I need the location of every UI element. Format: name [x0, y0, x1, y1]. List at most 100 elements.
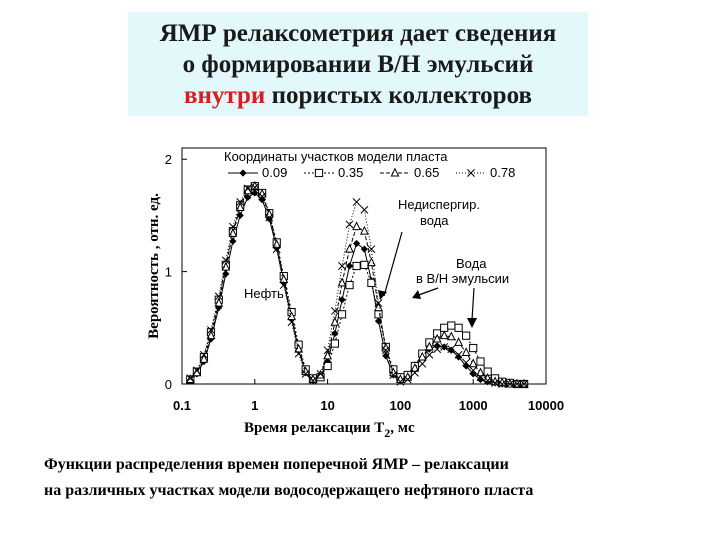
data-point [476, 357, 485, 366]
data-point [396, 377, 405, 386]
x-axis-label: Время релаксации T2, мс [244, 420, 415, 440]
caption: Функции распределения времен поперечной … [44, 452, 704, 504]
data-point [520, 380, 529, 388]
data-point [498, 380, 507, 388]
data-point [294, 349, 303, 358]
legend-entries: 0.09 0.35 0.65 0.78 [228, 165, 515, 180]
x-marker-stroke [352, 197, 361, 206]
data-point [279, 274, 289, 283]
data-point [206, 330, 216, 340]
data-point [330, 306, 339, 315]
x-marker-stroke [403, 375, 412, 384]
title-line-1: ЯМР релаксометрия дает сведения [159, 20, 557, 47]
data-point [382, 352, 390, 360]
data-point [345, 262, 354, 270]
data-point [345, 243, 354, 253]
annotation-emulsion-water-arrowhead-left [412, 290, 421, 299]
x-marker-stroke [228, 222, 237, 231]
data-point [476, 373, 485, 382]
x-marker-stroke [338, 262, 347, 270]
data-point [403, 375, 412, 384]
data-point [462, 358, 471, 367]
title-box: ЯМР релаксометрия дает сведения о формир… [128, 12, 588, 116]
annotation-emulsion-water-arrowhead-right [467, 318, 477, 328]
data-point [345, 220, 354, 229]
x-marker-stroke [258, 192, 267, 201]
data-point [236, 197, 245, 206]
data-point [367, 278, 376, 287]
data-point [316, 369, 325, 378]
data-point [287, 318, 296, 327]
y-tick-label: 2 [165, 152, 172, 167]
x-marker-stroke [367, 245, 376, 254]
x-tick-label: 10000 [528, 398, 564, 413]
annotation-oil: Нефть [244, 286, 284, 301]
data-point [360, 260, 369, 269]
annotation-emulsion-water-arrow-left [415, 287, 439, 297]
data-point [403, 371, 413, 381]
legend-title: Координаты участков модели пласта [224, 149, 448, 164]
x-axis-label-sub: 2 [384, 426, 390, 440]
x-marker-stroke [396, 377, 405, 386]
x-marker-stroke [520, 380, 529, 388]
data-point [192, 366, 201, 375]
annotation-free-water-1: Недиспергир. [398, 197, 480, 212]
x-marker-stroke [345, 220, 354, 229]
x-marker-stroke [221, 256, 230, 265]
title-line-3-rest: пористых коллекторов [265, 82, 532, 109]
data-point [323, 346, 332, 355]
x-tick-label: 0.1 [173, 398, 191, 413]
data-point [433, 342, 441, 350]
x-marker-stroke [469, 366, 478, 375]
data-point [462, 331, 471, 340]
data-point [243, 184, 252, 193]
data-point [250, 183, 259, 192]
x-marker-stroke [447, 345, 456, 354]
data-point [440, 323, 449, 332]
x-marker-stroke [389, 371, 398, 379]
data-point [279, 281, 288, 290]
data-point [454, 350, 463, 359]
x-marker-stroke [513, 380, 521, 388]
data-point [506, 380, 514, 388]
data-point [309, 376, 317, 385]
title-accent-word: внутри [184, 82, 266, 109]
data-point [447, 321, 456, 330]
x-marker-stroke [491, 378, 500, 387]
data-point [337, 310, 347, 319]
data-point [374, 302, 383, 312]
x-marker-stroke [425, 350, 434, 359]
y-tick-label: 1 [165, 265, 172, 280]
legend-label-0.35: 0.35 [338, 165, 363, 180]
data-point [469, 370, 477, 378]
data-point [323, 361, 332, 371]
data-point [454, 323, 463, 332]
data-point [221, 256, 230, 265]
data-point [381, 342, 391, 352]
data-point [432, 333, 442, 343]
title-line-2: о формировании В/Н эмульсий [182, 51, 534, 78]
data-point [483, 373, 493, 382]
x-marker-stroke [309, 376, 317, 385]
data-point [352, 197, 361, 206]
title-line-3: внутри пористых коллекторов [128, 80, 588, 111]
data-point [374, 317, 383, 325]
annotation-emulsion-water-arrow-right [471, 287, 475, 321]
data-point [207, 326, 215, 335]
x-tick-label: 1 [251, 398, 258, 413]
data-point [410, 362, 420, 372]
legend-swatch-marker [467, 169, 475, 177]
x-marker-stroke [199, 350, 208, 359]
data-point [301, 369, 310, 378]
plot-frame [181, 147, 547, 385]
data-point [265, 215, 273, 223]
x-marker-stroke [440, 342, 449, 351]
legend-swatch-marker [390, 167, 400, 177]
data-point [222, 270, 230, 278]
data-point [359, 225, 369, 235]
data-point [186, 374, 195, 383]
x-marker-stroke [323, 346, 332, 355]
data-point [251, 189, 259, 197]
data-point [330, 316, 340, 326]
x-marker-stroke [360, 205, 369, 214]
